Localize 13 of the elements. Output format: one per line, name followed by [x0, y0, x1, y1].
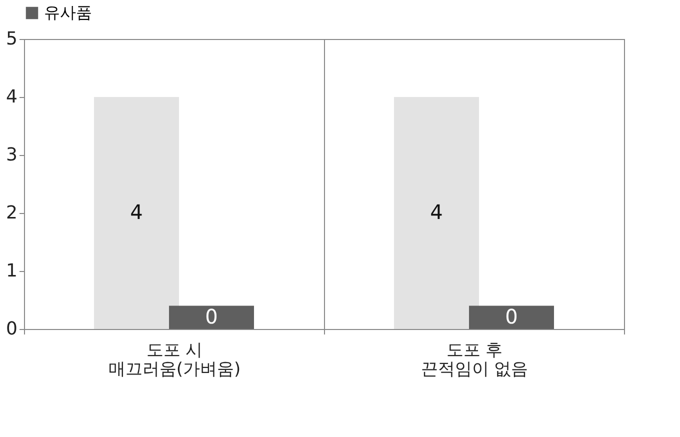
- y-tick-label: 0: [6, 318, 18, 340]
- legend-label: 유사품: [44, 3, 92, 22]
- y-tick-label: 5: [6, 28, 18, 50]
- x-tick-label: 도포 시 매끄러움(가벼움): [108, 340, 241, 380]
- y-tick-label: 4: [6, 86, 18, 108]
- y-tick-label: 3: [6, 144, 18, 166]
- y-tick-label: 2: [6, 202, 18, 224]
- data-label: 0: [205, 304, 218, 328]
- y-tick-label: 1: [6, 260, 18, 282]
- data-label: 4: [430, 200, 443, 224]
- data-label: 0: [505, 304, 518, 328]
- data-label: 4: [130, 200, 143, 224]
- x-tick-label: 도포 후 끈적임이 없음: [420, 340, 528, 380]
